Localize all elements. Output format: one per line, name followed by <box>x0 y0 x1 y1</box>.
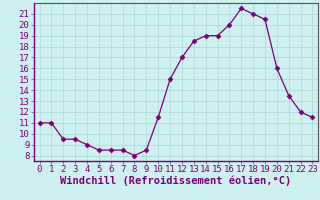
X-axis label: Windchill (Refroidissement éolien,°C): Windchill (Refroidissement éolien,°C) <box>60 176 292 186</box>
